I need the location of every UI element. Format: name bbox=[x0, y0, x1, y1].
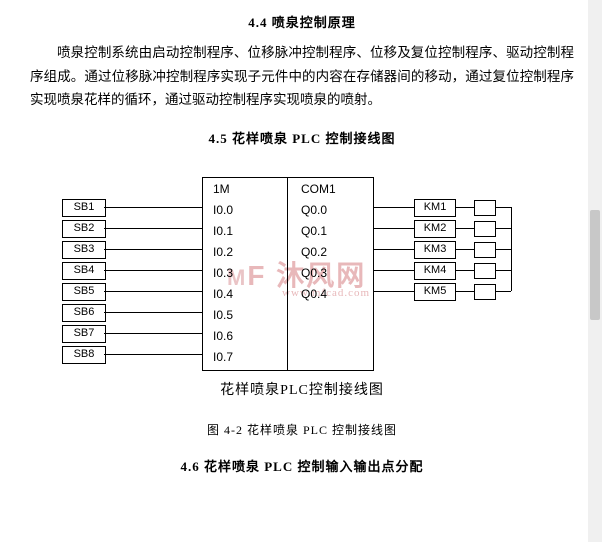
port-q0-2: Q0.2 bbox=[301, 245, 327, 259]
wiring-diagram: MF 沐风网 www.mfcad.com 1M COM1 I0.0 I0.1 I… bbox=[47, 159, 557, 399]
port-i0-2: I0.2 bbox=[213, 245, 233, 259]
port-i0-4: I0.4 bbox=[213, 287, 233, 301]
km2-box: KM2 bbox=[414, 220, 456, 238]
output-row-5: KM5 bbox=[374, 283, 554, 301]
km3-box: KM3 bbox=[414, 241, 456, 259]
paragraph-44: 喷泉控制系统由启动控制程序、位移脉冲控制程序、位移及复位控制程序、驱动控制程序组… bbox=[30, 41, 574, 112]
km1-coil bbox=[474, 200, 496, 216]
input-row-5: SB5 bbox=[47, 283, 202, 301]
wire bbox=[146, 207, 202, 208]
output-row-3: KM3 bbox=[374, 241, 554, 259]
wire bbox=[104, 207, 124, 208]
km1-box: KM1 bbox=[414, 199, 456, 217]
port-i0-1: I0.1 bbox=[213, 224, 233, 238]
output-row-1: KM1 bbox=[374, 199, 554, 217]
port-q0-1: Q0.1 bbox=[301, 224, 327, 238]
output-header: COM1 bbox=[301, 182, 336, 196]
port-i0-3: I0.3 bbox=[213, 266, 233, 280]
document-page: 4.4 喷泉控制原理 喷泉控制系统由启动控制程序、位移脉冲控制程序、位移及复位控… bbox=[0, 0, 604, 542]
output-row-2: KM2 bbox=[374, 220, 554, 238]
sb2-box: SB2 bbox=[62, 220, 106, 238]
figure-caption: 图 4-2 花样喷泉 PLC 控制接线图 bbox=[30, 421, 574, 438]
port-q0-4: Q0.4 bbox=[301, 287, 327, 301]
input-row-4: SB4 bbox=[47, 262, 202, 280]
scrollbar-thumb[interactable] bbox=[590, 210, 600, 320]
switch-sb1 bbox=[124, 200, 146, 214]
km5-box: KM5 bbox=[414, 283, 456, 301]
input-row-1: SB1 bbox=[47, 199, 202, 217]
heading-45: 4.5 花样喷泉 PLC 控制接线图 bbox=[30, 128, 574, 147]
port-i0-7: I0.7 bbox=[213, 350, 233, 364]
sb7-box: SB7 bbox=[62, 325, 106, 343]
diagram-caption: 花样喷泉PLC控制接线图 bbox=[47, 379, 557, 399]
port-q0-3: Q0.3 bbox=[301, 266, 327, 280]
input-row-2: SB2 bbox=[47, 220, 202, 238]
sb5-box: SB5 bbox=[62, 283, 106, 301]
sb4-box: SB4 bbox=[62, 262, 106, 280]
port-i0-6: I0.6 bbox=[213, 329, 233, 343]
scrollbar[interactable] bbox=[588, 0, 602, 542]
sb3-box: SB3 bbox=[62, 241, 106, 259]
input-row-7: SB7 bbox=[47, 325, 202, 343]
sb1-box: SB1 bbox=[62, 199, 106, 217]
input-row-8: SB8 bbox=[47, 346, 202, 364]
plc-divider bbox=[287, 177, 288, 371]
input-row-3: SB3 bbox=[47, 241, 202, 259]
input-row-6: SB6 bbox=[47, 304, 202, 322]
heading-44: 4.4 喷泉控制原理 bbox=[30, 12, 574, 31]
sb6-box: SB6 bbox=[62, 304, 106, 322]
input-header: 1M bbox=[213, 182, 230, 196]
port-i0-0: I0.0 bbox=[213, 203, 233, 217]
plc-box: 1M COM1 I0.0 I0.1 I0.2 I0.3 I0.4 I0.5 I0… bbox=[202, 177, 374, 371]
sb8-box: SB8 bbox=[62, 346, 106, 364]
output-row-4: KM4 bbox=[374, 262, 554, 280]
port-i0-5: I0.5 bbox=[213, 308, 233, 322]
port-q0-0: Q0.0 bbox=[301, 203, 327, 217]
heading-46: 4.6 花样喷泉 PLC 控制输入输出点分配 bbox=[30, 456, 574, 475]
output-bus bbox=[511, 207, 512, 291]
km4-box: KM4 bbox=[414, 262, 456, 280]
